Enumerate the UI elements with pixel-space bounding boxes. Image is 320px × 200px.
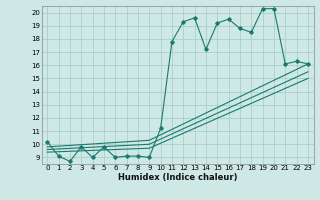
X-axis label: Humidex (Indice chaleur): Humidex (Indice chaleur) — [118, 173, 237, 182]
